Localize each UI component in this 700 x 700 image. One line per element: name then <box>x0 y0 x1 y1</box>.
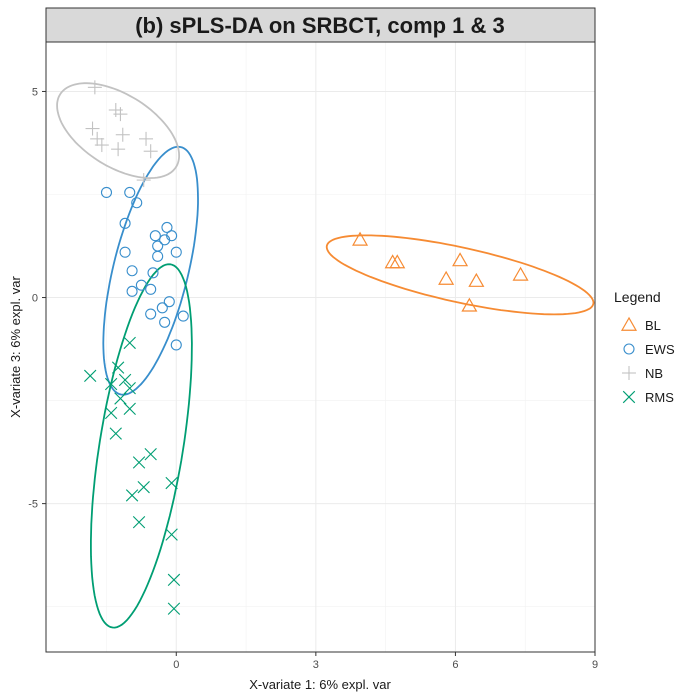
legend-label-nb: NB <box>645 366 663 381</box>
bl-point <box>389 254 406 269</box>
x-tick-label: 9 <box>592 659 598 671</box>
legend-item-ews: EWS <box>623 342 675 357</box>
nb-point <box>87 80 102 95</box>
ews-point <box>161 221 173 234</box>
nb-point <box>115 127 130 142</box>
ews-point <box>170 339 182 351</box>
rms-point <box>109 427 122 440</box>
ews-point <box>159 316 171 328</box>
rms-point <box>123 336 136 350</box>
nb-ellipse <box>56 82 181 180</box>
rms-point <box>123 402 136 416</box>
y-tick-label: -5 <box>28 499 38 511</box>
nb-point <box>85 121 100 136</box>
ews-ellipse <box>102 145 199 396</box>
nb-point <box>136 173 151 188</box>
y-tick-label: 0 <box>32 293 38 305</box>
confidence-ellipses <box>56 82 595 629</box>
nb-point <box>139 131 154 146</box>
rms-point <box>167 602 181 615</box>
rms-point <box>132 456 146 469</box>
ews-point <box>156 302 168 314</box>
legend-item-nb: NB <box>622 366 663 381</box>
legend-marker-bl <box>620 316 638 331</box>
chart-title: (b) sPLS-DA on SRBCT, comp 1 & 3 <box>135 13 505 38</box>
x-tick-label: 3 <box>313 659 319 671</box>
bl-point <box>512 266 529 281</box>
ews-point <box>145 283 157 295</box>
x-axis-label: X-variate 1: 6% expl. var <box>249 677 391 692</box>
rms-point <box>104 377 118 391</box>
legend-entries: BL EWS NB RMS <box>620 316 675 405</box>
ews-point <box>124 186 136 198</box>
ews-point <box>135 279 147 291</box>
ews-point <box>145 308 157 320</box>
rms-point <box>118 373 132 387</box>
rms-point <box>125 489 139 502</box>
nb-point <box>111 142 126 157</box>
x-axis-ticks: 0 3 6 9 <box>173 652 598 671</box>
rms-ellipse <box>90 263 193 629</box>
y-tick-label: 5 <box>32 86 38 98</box>
legend-item-bl: BL <box>620 316 661 333</box>
legend-item-rms: RMS <box>622 390 674 405</box>
ews-point <box>126 265 138 277</box>
bl-point <box>461 297 478 312</box>
title-strip <box>45 7 596 43</box>
rms-point <box>144 447 157 461</box>
legend-marker-nb <box>622 366 636 380</box>
bl-point <box>452 252 469 267</box>
rms-point <box>132 515 146 529</box>
y-axis-ticks: -5 0 5 <box>28 86 46 511</box>
ews-point <box>177 310 189 322</box>
y-axis-label: X-variate 3: 6% expl. var <box>8 276 23 418</box>
rms-point <box>137 480 150 494</box>
legend: Legend BL EWS NB RMS <box>614 289 675 405</box>
bl-ellipse <box>325 234 595 316</box>
nb-point <box>113 107 128 122</box>
ews-point <box>166 230 178 242</box>
rms-point <box>165 476 178 490</box>
ews-point <box>100 186 113 198</box>
ews-point <box>119 246 131 258</box>
legend-marker-ews <box>623 343 635 355</box>
rms-point <box>111 361 125 374</box>
ews-point <box>170 246 182 258</box>
rms-point <box>123 382 136 395</box>
legend-label-ews: EWS <box>645 342 675 357</box>
bl-point <box>468 272 485 287</box>
legend-label-rms: RMS <box>645 390 674 405</box>
nb-point <box>143 144 158 159</box>
ews-point <box>126 285 138 297</box>
legend-title: Legend <box>614 289 661 305</box>
rms-point <box>167 573 181 587</box>
ews-point <box>152 240 164 252</box>
rms-point <box>114 392 127 405</box>
legend-label-bl: BL <box>645 318 661 333</box>
rms-point <box>84 369 97 383</box>
plot-panel <box>46 42 595 652</box>
ews-point <box>131 197 143 209</box>
rms-point <box>165 528 178 541</box>
x-tick-label: 6 <box>452 659 458 671</box>
bl-point <box>352 231 369 246</box>
data-points <box>84 80 529 615</box>
ews-point <box>147 267 159 279</box>
ews-point <box>163 296 175 308</box>
legend-marker-rms <box>622 390 636 404</box>
ews-point <box>119 217 131 229</box>
x-tick-label: 0 <box>173 659 179 671</box>
rms-point <box>104 406 118 420</box>
ews-point <box>149 230 161 242</box>
nb-point <box>94 138 109 153</box>
bl-point <box>438 270 455 285</box>
